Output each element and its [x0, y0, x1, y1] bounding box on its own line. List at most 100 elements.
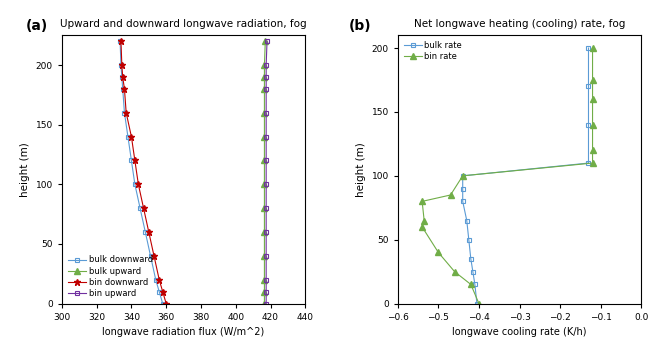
bulk downward: [136, 206, 144, 210]
bulk upward: [260, 87, 268, 91]
bulk upward: [260, 230, 268, 234]
bin upward: [262, 206, 270, 210]
bin rate: [589, 122, 596, 127]
bin upward: [262, 158, 270, 163]
bin rate: [475, 301, 483, 306]
bin downward: [140, 206, 148, 210]
bin upward: [263, 39, 271, 43]
bulk upward: [260, 277, 268, 282]
bin upward: [262, 87, 270, 91]
bin downward: [162, 301, 170, 306]
bin rate: [459, 174, 467, 178]
bulk upward: [262, 39, 270, 43]
bin rate: [421, 219, 428, 223]
X-axis label: longwave radiation flux (W/m^2): longwave radiation flux (W/m^2): [102, 327, 265, 337]
bulk downward: [124, 134, 132, 139]
bulk rate: [463, 219, 471, 223]
bulk rate: [473, 301, 481, 306]
Text: (a): (a): [25, 19, 48, 33]
bin downward: [156, 277, 163, 282]
bulk downward: [152, 277, 159, 282]
bin upward: [262, 111, 270, 115]
Line: bulk rate: bulk rate: [460, 46, 591, 306]
bin upward: [262, 134, 270, 139]
bin downward: [118, 63, 126, 67]
Line: bulk upward: bulk upward: [262, 38, 268, 306]
bulk upward: [260, 301, 268, 306]
Line: bin upward: bin upward: [264, 39, 270, 306]
bulk rate: [459, 186, 467, 191]
bin rate: [434, 250, 442, 255]
bin rate: [418, 225, 426, 229]
bin rate: [467, 282, 475, 287]
bulk rate: [459, 174, 467, 178]
bin downward: [145, 230, 153, 234]
bulk upward: [260, 111, 268, 115]
bulk downward: [118, 75, 126, 79]
bin rate: [589, 46, 596, 50]
bulk upward: [260, 134, 268, 139]
Text: (b): (b): [349, 19, 372, 33]
bulk downward: [159, 301, 167, 306]
bulk downward: [128, 158, 135, 163]
Y-axis label: height (m): height (m): [20, 142, 30, 197]
bulk rate: [585, 46, 592, 50]
bin upward: [262, 230, 270, 234]
bulk rate: [585, 161, 592, 165]
bin upward: [262, 75, 270, 79]
bulk rate: [459, 199, 467, 203]
bulk upward: [260, 289, 268, 294]
Line: bin rate: bin rate: [419, 45, 595, 306]
bulk downward: [117, 63, 125, 67]
bin rate: [589, 148, 596, 152]
bin rate: [589, 97, 596, 101]
bulk upward: [260, 63, 268, 67]
bin upward: [262, 277, 270, 282]
bin upward: [262, 301, 270, 306]
bulk upward: [260, 75, 268, 79]
Title: Net longwave heating (cooling) rate, fog: Net longwave heating (cooling) rate, fog: [414, 19, 625, 29]
bulk rate: [469, 270, 477, 274]
bin downward: [150, 254, 158, 258]
bulk downward: [141, 230, 149, 234]
bin downward: [118, 75, 126, 79]
Line: bulk downward: bulk downward: [118, 39, 165, 306]
bin downward: [131, 158, 139, 163]
bin rate: [589, 78, 596, 82]
bin rate: [447, 193, 454, 197]
bulk upward: [260, 182, 268, 186]
bulk rate: [471, 282, 478, 287]
bulk upward: [260, 254, 268, 258]
bin upward: [262, 289, 270, 294]
Line: bin downward: bin downward: [117, 38, 170, 307]
bulk downward: [118, 87, 126, 91]
bin downward: [128, 134, 135, 139]
bulk rate: [465, 238, 473, 242]
bulk rate: [585, 84, 592, 89]
bin upward: [262, 254, 270, 258]
bin rate: [418, 199, 426, 203]
bin downward: [120, 87, 128, 91]
Legend: bulk rate, bin rate: bulk rate, bin rate: [402, 40, 464, 63]
Title: Upward and downward longwave radiation, fog: Upward and downward longwave radiation, …: [61, 19, 307, 29]
bin upward: [262, 63, 270, 67]
bin downward: [159, 289, 167, 294]
Legend: bulk downward, bulk upward, bin downward, bin upward: bulk downward, bulk upward, bin downward…: [66, 254, 154, 299]
bin rate: [450, 270, 458, 274]
bulk downward: [116, 39, 124, 43]
bulk downward: [131, 182, 139, 186]
X-axis label: longwave cooling rate (K/h): longwave cooling rate (K/h): [452, 327, 587, 337]
bin upward: [262, 182, 270, 186]
bulk rate: [585, 122, 592, 127]
bulk downward: [146, 254, 154, 258]
bin downward: [122, 111, 130, 115]
bulk upward: [260, 206, 268, 210]
bin downward: [117, 39, 125, 43]
bulk upward: [260, 158, 268, 163]
bulk rate: [467, 257, 475, 261]
Y-axis label: height (m): height (m): [356, 142, 366, 197]
bin rate: [589, 161, 596, 165]
bin downward: [135, 182, 143, 186]
bulk downward: [120, 111, 128, 115]
bulk downward: [156, 289, 163, 294]
